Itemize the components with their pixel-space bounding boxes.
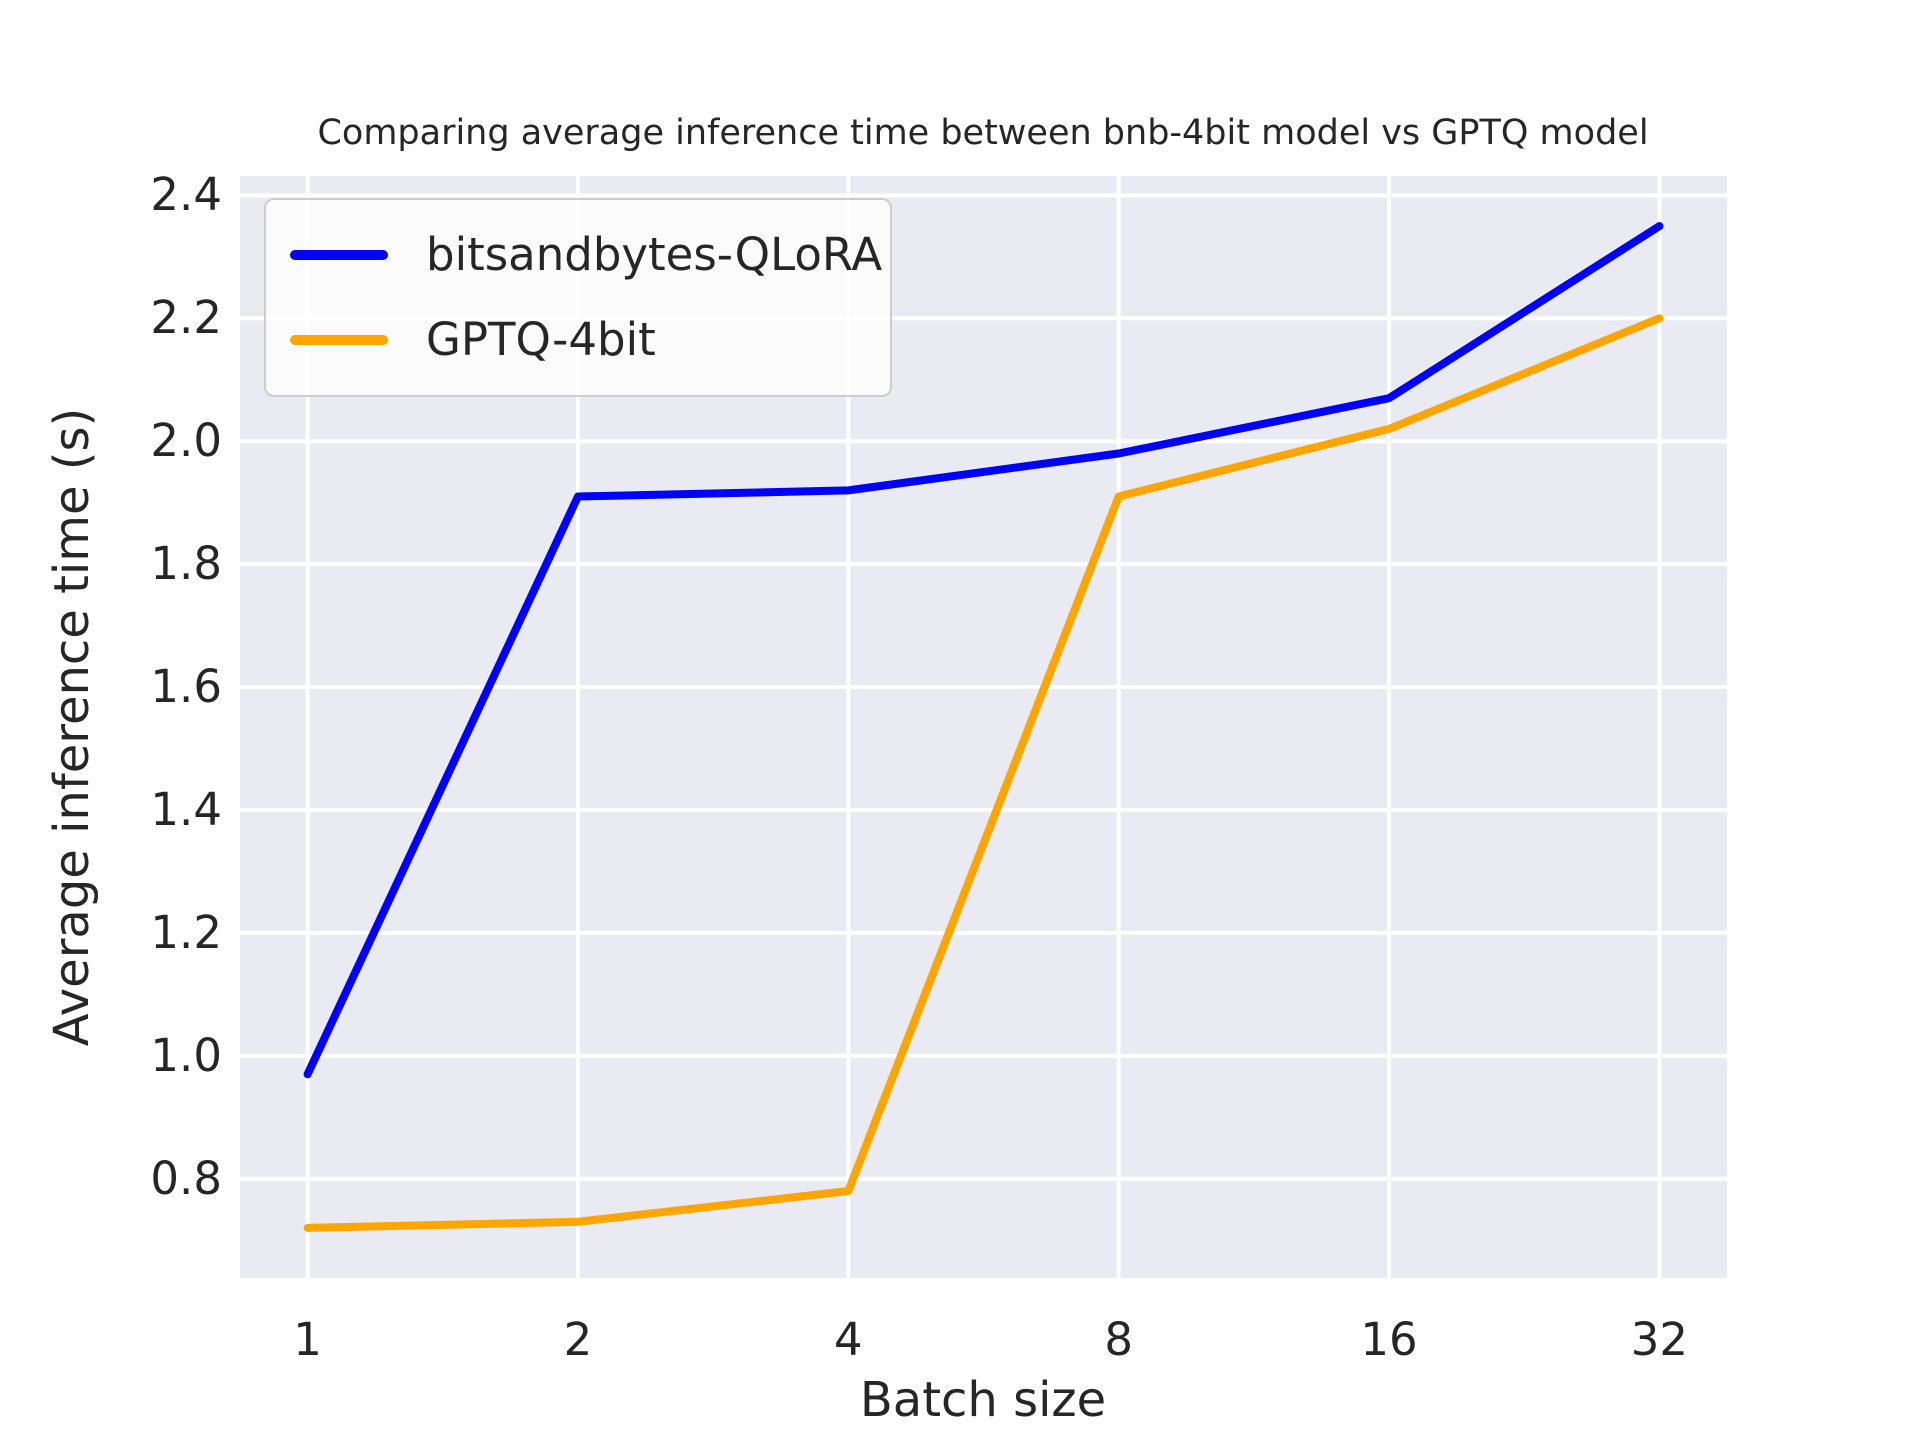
y-tick-label: 2.0 [150, 414, 222, 468]
legend-item: GPTQ-4bit [290, 312, 880, 368]
y-tick-label: 2.4 [150, 168, 222, 222]
y-tick-label: 1.8 [150, 537, 222, 591]
x-tick-label: 2 [563, 1313, 593, 1366]
legend-line-sample-orange [290, 335, 388, 346]
x-tick-label: 16 [1360, 1313, 1418, 1366]
legend-line-sample-blue [290, 249, 388, 260]
legend-item: bitsandbytes-QLoRA [290, 227, 883, 283]
x-tick-label: 1 [293, 1313, 322, 1366]
y-tick-label: 2.2 [150, 291, 222, 345]
legend: bitsandbytes-QLoRA GPTQ-4bit [264, 198, 892, 397]
legend-label: GPTQ-4bit [426, 313, 656, 367]
chart-title: Comparing average inference time between… [317, 113, 1649, 153]
y-tick-label: 1.6 [150, 660, 222, 714]
x-axis-label: Batch size [859, 1372, 1107, 1428]
legend-label: bitsandbytes-QLoRA [426, 227, 883, 281]
y-tick-label: 1.2 [150, 905, 222, 959]
y-tick-label: 1.0 [150, 1028, 222, 1082]
x-tick-label: 8 [1104, 1313, 1133, 1366]
y-tick-label: 1.4 [150, 782, 222, 836]
series-line-GPTQ-4bit [303, 314, 1664, 1232]
x-tick-label: 4 [833, 1313, 863, 1366]
y-tick-label: 0.8 [150, 1151, 222, 1205]
x-tick-label: 32 [1630, 1313, 1689, 1366]
series-line-bitsandbytes-QLoRA [303, 222, 1664, 1079]
